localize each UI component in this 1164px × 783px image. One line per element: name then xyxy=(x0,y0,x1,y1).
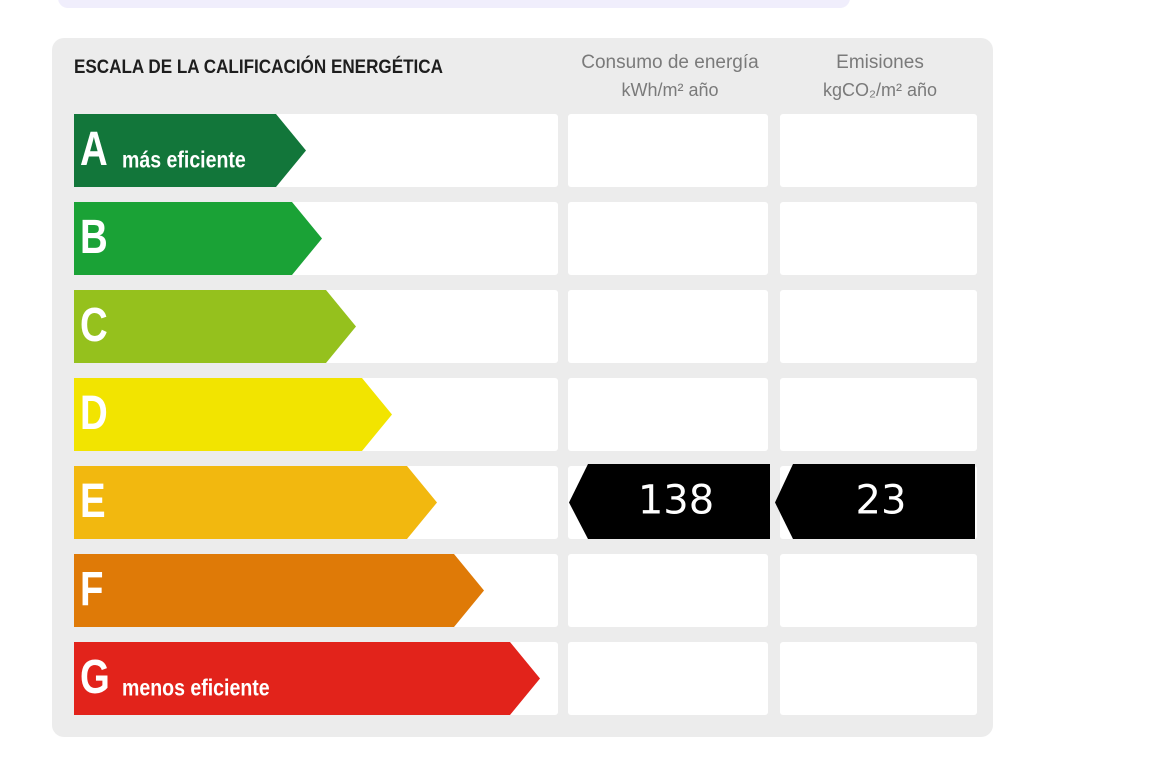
rating-letter: G xyxy=(80,651,110,704)
cell xyxy=(780,642,977,715)
rating-arrow xyxy=(74,290,356,363)
cell xyxy=(568,642,768,715)
cell xyxy=(568,290,768,363)
cell xyxy=(780,290,977,363)
value-label: 138 xyxy=(638,478,714,524)
cell xyxy=(780,202,977,275)
rating-arrow xyxy=(74,114,306,187)
cell xyxy=(568,378,768,451)
value-indicator xyxy=(775,464,975,539)
column-unit: kgCO₂/m² año xyxy=(823,80,937,100)
column-header: Consumo de energía xyxy=(581,52,759,73)
value-label: 23 xyxy=(856,478,907,524)
column-header: Emisiones xyxy=(836,52,924,73)
cell xyxy=(568,114,768,187)
rating-arrow xyxy=(74,466,437,539)
rating-letter: F xyxy=(80,563,103,616)
column-unit: kWh/m² año xyxy=(621,80,718,100)
cell xyxy=(568,202,768,275)
rating-arrow xyxy=(74,642,540,715)
cell xyxy=(780,554,977,627)
value-indicator xyxy=(569,464,770,539)
rating-arrow xyxy=(74,554,484,627)
rating-letter: A xyxy=(80,123,108,176)
rating-letter: E xyxy=(80,475,106,528)
cell xyxy=(568,554,768,627)
top-strip xyxy=(58,0,850,8)
cell xyxy=(780,114,977,187)
rating-label: menos eficiente xyxy=(122,675,270,701)
rating-arrow xyxy=(74,378,392,451)
rating-label: más eficiente xyxy=(122,147,246,173)
rating-letter: D xyxy=(80,387,108,440)
rating-letter: C xyxy=(80,299,108,352)
title: ESCALA DE LA CALIFICACIÓN ENERGÉTICA xyxy=(74,55,443,77)
cell xyxy=(780,378,977,451)
rating-arrow xyxy=(74,202,322,275)
rating-letter: B xyxy=(80,211,108,264)
